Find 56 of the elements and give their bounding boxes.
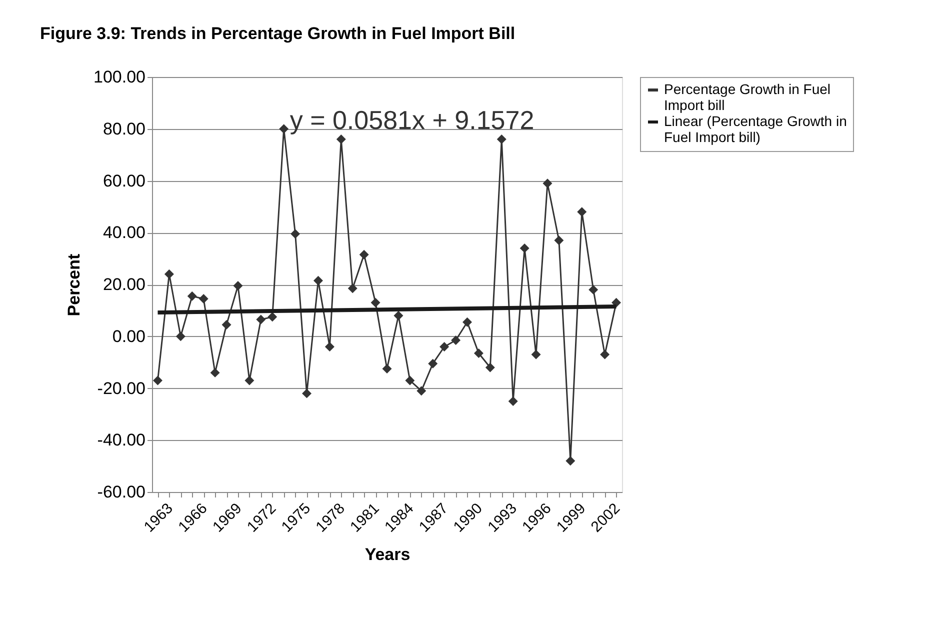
point <box>302 388 312 398</box>
point <box>394 310 404 320</box>
point <box>542 178 552 188</box>
y-tick-label: 100.00 <box>94 68 146 86</box>
point <box>279 124 289 134</box>
point <box>520 243 530 253</box>
point <box>176 332 186 342</box>
point <box>359 250 369 260</box>
legend-label: Percentage Growth in Fuel Import bill <box>664 81 831 113</box>
point <box>485 362 495 372</box>
y-tick-label: -40.00 <box>97 430 146 450</box>
point <box>233 281 243 291</box>
y-tick-label: 0.00 <box>112 326 146 346</box>
point <box>531 350 541 360</box>
y-tick-label: 40.00 <box>102 223 146 242</box>
point <box>268 312 278 322</box>
point <box>164 269 174 279</box>
point <box>348 284 358 294</box>
point <box>496 134 506 144</box>
point <box>566 456 576 466</box>
x-axis-title: Years <box>364 544 410 564</box>
point <box>462 317 472 327</box>
y-tick-label: 20.00 <box>102 275 146 294</box>
point <box>324 342 334 352</box>
y-tick-label: 60.00 <box>102 171 146 190</box>
point <box>187 291 197 301</box>
point <box>222 320 232 330</box>
y-tick-label: 80.00 <box>102 119 146 138</box>
point <box>440 342 450 352</box>
point <box>554 236 564 246</box>
point <box>256 314 266 324</box>
point <box>382 364 392 374</box>
point <box>370 298 380 308</box>
point <box>336 134 346 144</box>
point <box>451 336 461 346</box>
point <box>474 348 484 358</box>
y-tick-label: -60.00 <box>97 482 146 502</box>
point <box>313 276 323 286</box>
point <box>244 376 254 386</box>
point <box>612 298 622 308</box>
point <box>198 294 208 304</box>
point <box>405 376 415 386</box>
point <box>577 207 587 217</box>
point <box>600 350 610 360</box>
point <box>210 368 220 378</box>
point <box>290 229 300 239</box>
legend-label: Linear (Percentage Growth in Fuel Import bill) <box>664 113 847 145</box>
point <box>152 376 162 386</box>
annotation: y = 0.0581x + 9.1572 <box>290 105 534 135</box>
chart-title: Figure 3.9: Trends in Percentage Growth in Fuel Import Bill <box>40 24 516 43</box>
point <box>428 358 438 368</box>
point <box>508 396 518 406</box>
y-axis-title: Percent <box>64 253 84 316</box>
y-tick-label: -20.00 <box>97 378 146 398</box>
point <box>416 386 426 396</box>
point <box>588 284 598 294</box>
